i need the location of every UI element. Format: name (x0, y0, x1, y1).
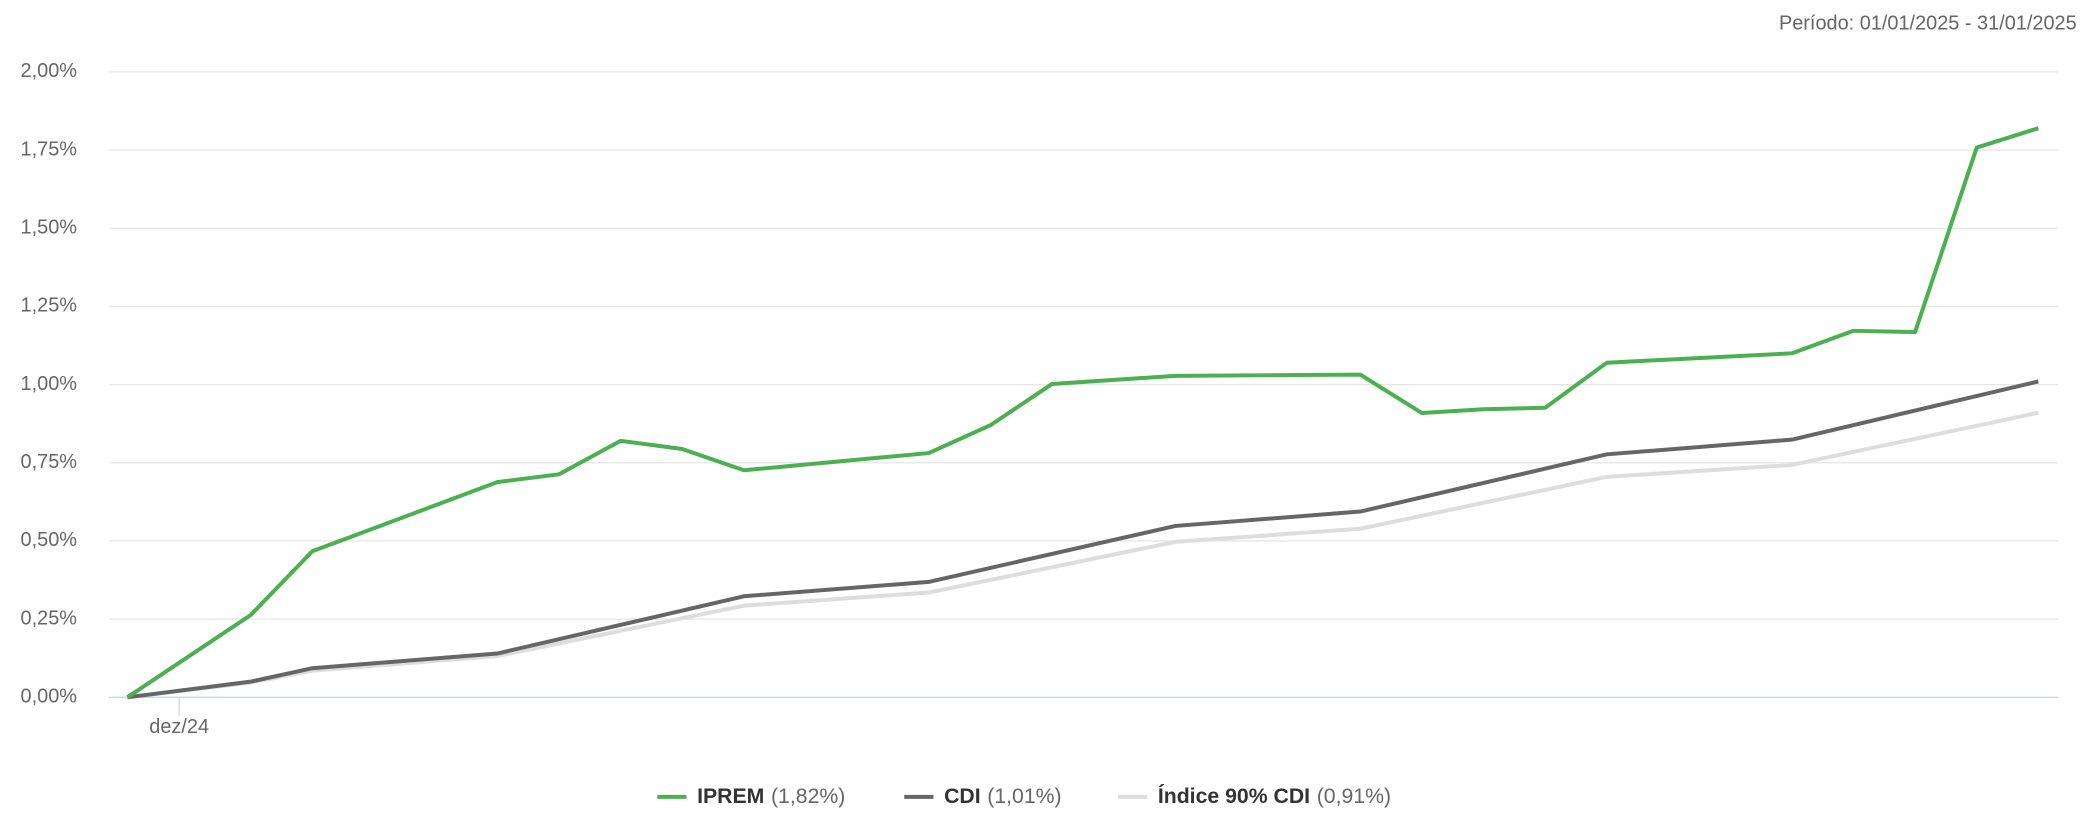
legend-name: Índice 90% CDI (1158, 782, 1310, 807)
series-line (126, 126, 2039, 699)
legend-value: (1,01%) (987, 783, 1061, 807)
legend-item: Índice 90% CDI (0,91%) (1158, 782, 1391, 807)
subtitle: Período: 01/01/2025 - 31/01/2025 (1779, 12, 2077, 34)
legend-value: (1,82%) (771, 783, 845, 807)
legend-value: (0,91%) (1317, 783, 1391, 807)
y-tick-label: 2,00% (21, 60, 77, 82)
series-line (127, 410, 2039, 700)
legend-name: IPREM (697, 783, 764, 807)
series-line (127, 379, 2039, 700)
legend-name: CDI (944, 783, 981, 807)
y-tick-label: 1,00% (21, 373, 77, 395)
y-tick-label: 0,00% (21, 686, 77, 708)
y-tick-label: 0,75% (21, 451, 77, 473)
y-tick-label: 1,25% (21, 295, 77, 317)
x-tick-label: dez/24 (149, 716, 209, 738)
legend-item: CDI (1,01%) (944, 783, 1062, 807)
legend-item: IPREM (1,82%) (697, 783, 845, 807)
y-tick-label: 0,50% (21, 529, 77, 551)
y-tick-label: 1,75% (21, 138, 77, 160)
y-tick-label: 0,25% (21, 607, 77, 629)
y-tick-label: 1,50% (21, 217, 77, 239)
